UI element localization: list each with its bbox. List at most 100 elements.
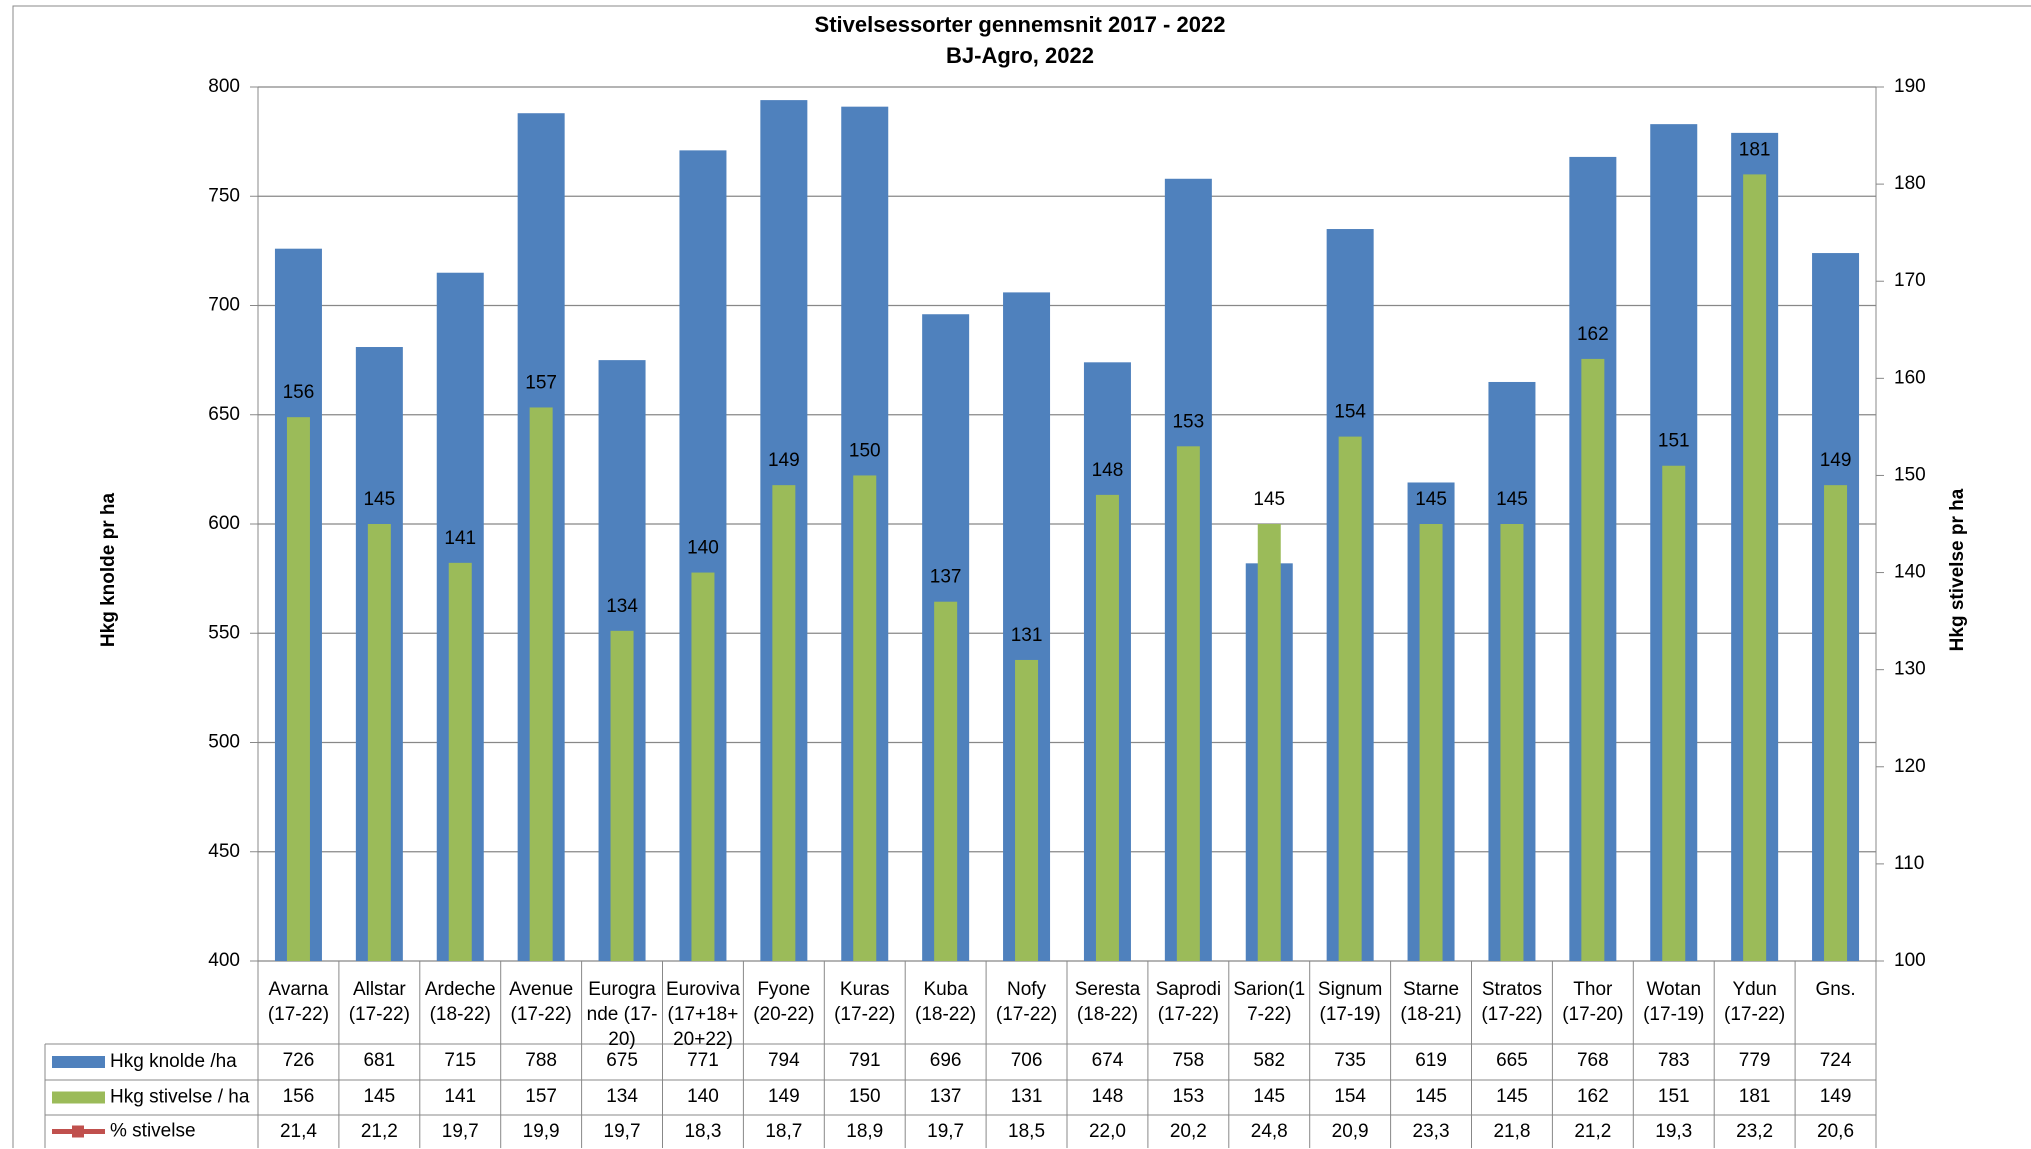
x-tick-label: Ydun (17-22) [1724, 979, 1786, 1025]
chart-frame [12, 5, 2031, 1148]
y2-tick-label: 120 [1894, 756, 1926, 777]
bar [1338, 436, 1362, 962]
x-tick-label: Sarion(1 7-22) [1233, 979, 1306, 1025]
y2-tick-label: 190 [1894, 76, 1926, 97]
x-tick-label: Thor (17-20) [1562, 979, 1624, 1025]
bar [610, 630, 634, 961]
table-cell: 154 [1334, 1086, 1366, 1107]
bar [1419, 524, 1443, 961]
table-cell: 156 [282, 1086, 315, 1107]
bar [691, 572, 715, 961]
x-tick-label: Nofy (17-22) [995, 979, 1058, 1025]
table-cell: 20,9 [1331, 1121, 1369, 1142]
table-cell: 23,2 [1736, 1121, 1774, 1142]
table-cell: 681 [363, 1050, 396, 1071]
table-cell: 19,9 [522, 1121, 560, 1142]
x-tick-label: Kuras (17-22) [834, 979, 896, 1025]
legend-symbol [52, 1056, 105, 1068]
table-cell: 20,6 [1817, 1121, 1855, 1142]
data-label: 134 [606, 596, 638, 617]
x-tick-label: Signum (17-19) [1317, 979, 1383, 1025]
legend-symbol [72, 1125, 84, 1138]
table-cell: 665 [1496, 1050, 1528, 1071]
table-cell: 791 [848, 1050, 881, 1071]
y-tick-label: 500 [208, 732, 240, 753]
table-cell: 20,2 [1169, 1121, 1207, 1142]
table-cell: 19,7 [441, 1121, 479, 1142]
table-cell: 23,3 [1412, 1121, 1450, 1142]
table-cell: 794 [767, 1050, 800, 1071]
table-cell: 788 [525, 1050, 557, 1071]
table-cell: 726 [282, 1050, 315, 1071]
y2-axis-label: Hkg stivelse pr ha [1947, 488, 1968, 651]
bar [367, 524, 391, 961]
table-cell: 619 [1415, 1050, 1447, 1071]
table-cell: 715 [444, 1050, 477, 1071]
y2-tick-label: 140 [1894, 562, 1926, 583]
y-tick-label: 400 [208, 950, 240, 971]
table-cell: 675 [606, 1050, 638, 1071]
table-cell: 18,3 [684, 1121, 722, 1142]
y2-tick-label: 130 [1894, 659, 1926, 680]
bar [1581, 358, 1605, 961]
table-cell: 145 [1415, 1086, 1447, 1107]
legend-label: Hkg knolde /ha [110, 1051, 237, 1072]
data-label: 149 [768, 450, 800, 471]
y-tick-label: 800 [208, 76, 240, 97]
table-cell: 19,3 [1655, 1121, 1693, 1142]
y2-tick-label: 110 [1894, 853, 1924, 874]
table-cell: 181 [1738, 1086, 1771, 1107]
data-label: 149 [1820, 450, 1852, 471]
table-cell: 149 [1819, 1086, 1852, 1107]
y-tick-label: 650 [208, 404, 240, 425]
bar [934, 601, 958, 961]
x-tick-label: Starne (18-21) [1400, 979, 1462, 1025]
data-label: 148 [1092, 460, 1124, 481]
bar [1015, 659, 1039, 961]
bar [772, 485, 796, 961]
bar [286, 417, 310, 962]
y-tick-label: 550 [208, 622, 240, 643]
x-tick-label: Allstar (17-22) [348, 979, 410, 1025]
table-cell: 19,7 [603, 1121, 641, 1142]
data-label: 181 [1739, 139, 1771, 160]
table-cell: 582 [1253, 1050, 1286, 1071]
table-cell: 779 [1738, 1050, 1771, 1071]
y2-tick-label: 180 [1894, 173, 1926, 194]
legend-label: Hkg stivelse / ha [110, 1087, 250, 1108]
bar [1095, 494, 1119, 961]
data-label: 151 [1658, 431, 1690, 452]
table-cell: 150 [848, 1086, 881, 1107]
data-label: 145 [1496, 489, 1528, 510]
table-cell: 151 [1657, 1086, 1690, 1107]
table-cell: 145 [1496, 1086, 1528, 1107]
table-cell: 758 [1172, 1050, 1205, 1071]
table-cell: 706 [1010, 1050, 1043, 1071]
data-label: 141 [444, 528, 476, 549]
data-label: 137 [930, 567, 962, 588]
table-cell: 18,7 [765, 1121, 803, 1142]
bar [529, 407, 553, 961]
y2-tick-label: 170 [1894, 270, 1926, 291]
data-label: 145 [363, 489, 395, 510]
table-cell: 157 [525, 1086, 557, 1107]
x-tick-label: Fyone (20-22) [753, 979, 815, 1025]
x-tick-label: Ardeche (18-22) [424, 979, 496, 1025]
data-label: 153 [1172, 411, 1204, 432]
data-label: 154 [1334, 402, 1366, 423]
bar [1176, 446, 1200, 961]
table-cell: 153 [1172, 1086, 1205, 1107]
y-axis-label: Hkg knolde pr ha [98, 493, 119, 648]
y-tick-label: 700 [208, 295, 240, 316]
legend-label: % stivelse [110, 1121, 196, 1142]
table-cell: 22,0 [1088, 1121, 1126, 1142]
table-cell: 141 [444, 1086, 477, 1107]
table-cell: 140 [687, 1086, 719, 1107]
x-tick-label: Stratos (17-22) [1481, 979, 1543, 1025]
y-tick-label: 750 [208, 185, 240, 206]
table-cell: 21,2 [1574, 1121, 1612, 1142]
table-cell: 771 [687, 1050, 719, 1071]
bar [1743, 174, 1767, 961]
data-label: 156 [283, 382, 315, 403]
